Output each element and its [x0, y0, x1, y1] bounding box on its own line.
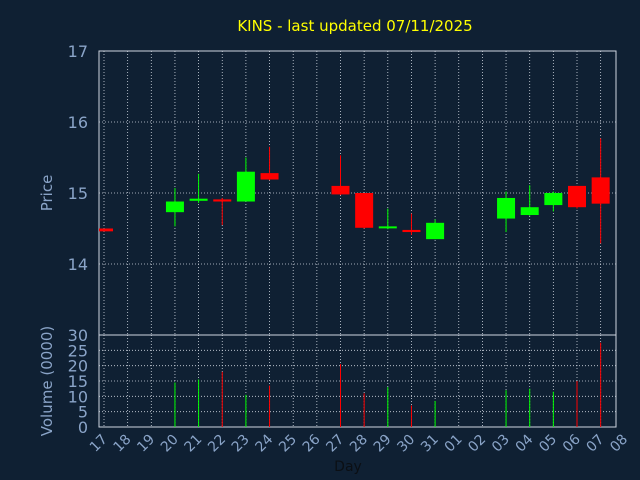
price-axis-ticks: 14 15 16 17 — [68, 42, 88, 274]
candle-body — [99, 228, 113, 232]
price-tick-label: 15 — [68, 184, 88, 203]
candle-body — [213, 199, 232, 202]
candle-body — [497, 197, 516, 219]
volume-axis-label: Volume (0000) — [38, 326, 56, 436]
candle-body — [378, 226, 397, 229]
candle-body — [236, 171, 255, 202]
candles — [99, 138, 610, 244]
candle-body — [591, 177, 610, 204]
price-axis-label: Price — [38, 175, 56, 212]
chart-title: KINS - last updated 07/11/2025 — [237, 17, 472, 35]
volume-tick-label: 30 — [68, 326, 88, 345]
candle-body — [426, 222, 445, 240]
volume-tick-label: 20 — [68, 357, 88, 376]
volume-tick-label: 25 — [68, 341, 88, 360]
price-tick-label: 17 — [68, 42, 88, 61]
candle-body — [568, 185, 586, 208]
price-tick-label: 16 — [68, 113, 88, 132]
candle-body — [520, 207, 539, 216]
x-axis-ticks: 17 18 19 20 21 22 23 24 25 26 27 28 29 30 31 01 02 03 04 05… — [87, 431, 631, 455]
candle-body — [331, 185, 350, 195]
x-axis-label: Day — [334, 459, 362, 475]
volume-tick-label: 0 — [78, 418, 88, 437]
volume-tick-label: 10 — [68, 387, 88, 406]
candle-body — [189, 198, 208, 201]
price-panel: 14 15 16 17 Price — [38, 42, 617, 336]
candle-body — [260, 173, 279, 180]
candle-body — [402, 229, 421, 233]
candle-body — [355, 193, 374, 228]
candle-body — [165, 201, 184, 213]
volume-tick-label: 5 — [78, 403, 88, 422]
volume-tick-label: 15 — [68, 372, 88, 391]
price-tick-label: 14 — [68, 255, 88, 274]
volume-bars — [174, 342, 602, 427]
candle-body — [544, 193, 563, 206]
